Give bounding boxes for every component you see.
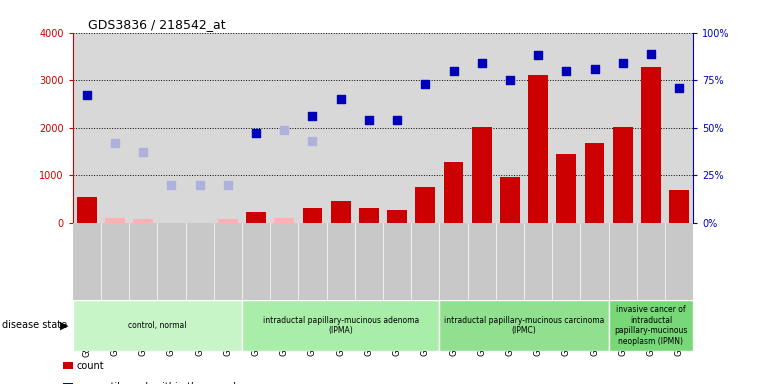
Point [673,85,686,91]
Bar [584,143,604,223]
Text: percentile rank within the sample: percentile rank within the sample [77,382,241,384]
FancyBboxPatch shape [73,300,242,351]
Bar [556,154,576,223]
Point [447,68,460,74]
Point [306,113,319,119]
Bar [331,201,351,223]
Point [363,117,375,123]
Text: disease state: disease state [2,320,67,331]
Bar [641,67,661,223]
Bar [359,208,378,223]
Bar [444,162,463,223]
Text: GDS3836 / 218542_at: GDS3836 / 218542_at [88,18,226,31]
Point [335,96,347,102]
Point [165,182,178,188]
Text: control, normal: control, normal [128,321,187,330]
Text: intraductal papillary-mucinous adenoma
(IPMA): intraductal papillary-mucinous adenoma (… [263,316,419,335]
Point [278,126,290,132]
Point [532,52,544,58]
Bar [218,219,237,223]
Bar [415,187,435,223]
Text: count: count [77,361,104,371]
Point [109,140,121,146]
Point [306,138,319,144]
Bar [105,218,125,223]
Bar [529,75,548,223]
Point [250,130,262,136]
Bar [472,127,492,223]
Point [419,81,431,87]
Point [617,60,629,66]
Bar [246,212,266,223]
Bar [388,210,407,223]
Bar [500,177,520,223]
Point [588,66,601,72]
Text: ▶: ▶ [61,320,69,331]
Point [560,68,572,74]
Bar [613,127,633,223]
Bar [133,219,153,223]
Text: invasive cancer of
intraductal
papillary-mucinous
neoplasm (IPMN): invasive cancer of intraductal papillary… [614,305,688,346]
Point [80,92,93,98]
Point [194,182,206,188]
FancyBboxPatch shape [242,300,440,351]
FancyBboxPatch shape [440,300,609,351]
Bar [77,197,97,223]
Text: intraductal papillary-mucinous carcinoma
(IPMC): intraductal papillary-mucinous carcinoma… [444,316,604,335]
Point [645,50,657,56]
Point [137,149,149,156]
Point [391,117,403,123]
Point [222,182,234,188]
Bar [274,218,294,223]
Point [504,77,516,83]
Point [476,60,488,66]
Bar [303,208,322,223]
FancyBboxPatch shape [609,300,693,351]
Bar [669,190,689,223]
